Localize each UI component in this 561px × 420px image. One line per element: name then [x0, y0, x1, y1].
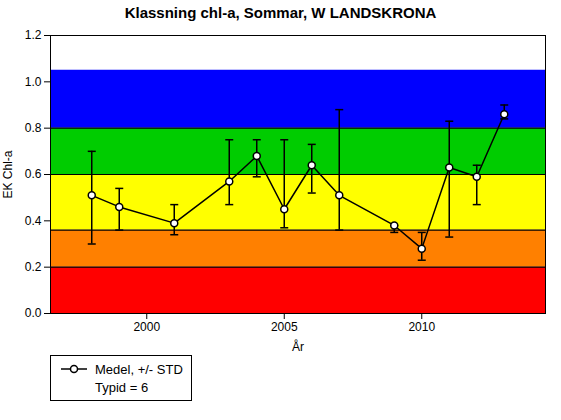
svg-text:2000: 2000: [133, 320, 160, 334]
html-text:Klassning chl-a, Sommar, W LAN: Klassning chl-a, Sommar, W LANDSKRONA: [124, 4, 437, 21]
svg-text:0.2: 0.2: [25, 260, 42, 274]
svg-text:1.0: 1.0: [25, 75, 42, 89]
svg-text:År: År: [292, 339, 304, 354]
html-text:Typid = 6: Typid = 6: [95, 379, 149, 395]
svg-text:1.2: 1.2: [25, 28, 42, 42]
svg-text:0.0: 0.0: [25, 306, 42, 320]
svg-text:2005: 2005: [271, 320, 298, 334]
html-text:Medel, +/- STD: Medel, +/- STD: [95, 361, 183, 377]
svg-text:EK Chl-a: EK Chl-a: [1, 150, 15, 198]
svg-text:2010: 2010: [408, 320, 435, 334]
svg-text:0.8: 0.8: [25, 121, 42, 135]
svg-text:0.4: 0.4: [25, 214, 42, 228]
svg-text:0.6: 0.6: [25, 167, 42, 181]
